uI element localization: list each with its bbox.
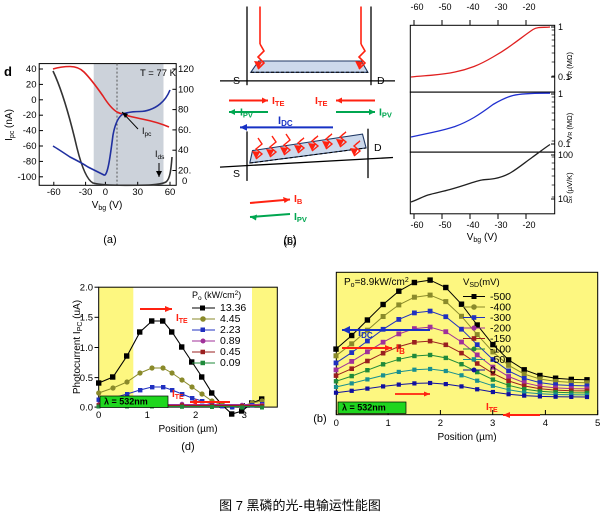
svg-text:Po (kW/cm2): Po (kW/cm2): [192, 290, 241, 302]
svg-text:2: 2: [438, 418, 443, 429]
svg-text:ITE: ITE: [272, 95, 285, 108]
svg-text:-60: -60: [410, 220, 423, 230]
svg-text:100: 100: [178, 84, 194, 95]
svg-text:0.09: 0.09: [220, 357, 241, 369]
svg-text:1: 1: [145, 410, 150, 421]
svg-text:2: 2: [193, 410, 198, 421]
svg-text:1: 1: [558, 22, 563, 32]
svg-text:ITE: ITE: [172, 389, 184, 401]
svg-text:Ipc (nA): Ipc (nA): [4, 109, 16, 141]
svg-text:80: 80: [178, 105, 189, 116]
svg-text:Vbg (V): Vbg (V): [467, 232, 498, 244]
svg-text:120: 120: [178, 64, 194, 75]
svg-text:-20: -20: [522, 2, 535, 12]
svg-text:Position (µm): Position (µm): [437, 432, 496, 443]
svg-text:0: 0: [182, 176, 187, 187]
svg-text:0: 0: [31, 95, 36, 106]
svg-text:-30: -30: [494, 2, 507, 12]
svg-text:Position (µm): Position (µm): [158, 424, 217, 435]
svg-text:-80: -80: [23, 156, 37, 167]
svg-text:20.: 20.: [178, 166, 191, 177]
svg-text:0: 0: [103, 187, 108, 198]
svg-text:IPV: IPV: [379, 107, 392, 120]
svg-text:1: 1: [558, 89, 563, 99]
svg-text:0: 0: [334, 418, 339, 429]
svg-text:VSD(mV): VSD(mV): [463, 277, 500, 289]
svg-text:-50: -50: [438, 220, 451, 230]
svg-text:2.0: 2.0: [80, 283, 93, 294]
svg-text:5: 5: [595, 418, 600, 429]
svg-text:40: 40: [178, 145, 189, 156]
svg-text:-30: -30: [79, 187, 93, 198]
svg-text:-60: -60: [47, 187, 61, 198]
svg-text:-40: -40: [466, 220, 479, 230]
svg-text:4: 4: [543, 418, 548, 429]
svg-text:Po=8.9kW/cm2: Po=8.9kW/cm2: [344, 277, 409, 289]
svg-text:IPV: IPV: [294, 211, 307, 224]
svg-text:d: d: [4, 64, 12, 79]
svg-text:Photocurrent IPC (uA): Photocurrent IPC (uA): [72, 300, 84, 394]
svg-text:0.0: 0.0: [80, 402, 93, 413]
svg-text:-20: -20: [23, 110, 37, 121]
svg-text:-40: -40: [23, 126, 37, 137]
svg-text:20: 20: [26, 79, 37, 90]
svg-text:3: 3: [490, 418, 495, 429]
svg-text:-60: -60: [23, 141, 37, 152]
svg-text:S: S: [233, 168, 240, 180]
svg-text:IPV: IPV: [240, 107, 253, 120]
svg-text:-100: -100: [17, 172, 36, 183]
svg-text:100: 100: [558, 150, 573, 160]
svg-text:Vbg (V): Vbg (V): [92, 200, 123, 212]
svg-text:40: 40: [26, 64, 37, 75]
svg-text:T = 77 K: T = 77 K: [140, 68, 177, 79]
svg-text:ITE: ITE: [176, 313, 188, 325]
svg-text:-50: -50: [438, 2, 451, 12]
svg-text:60.: 60.: [178, 125, 191, 136]
svg-text:-30: -30: [494, 220, 507, 230]
svg-text:D: D: [374, 142, 382, 154]
svg-text:30: 30: [132, 187, 143, 198]
svg-text:D: D: [377, 75, 385, 87]
svg-text:-20: -20: [522, 220, 535, 230]
svg-text:VR (MΩ): VR (MΩ): [565, 52, 574, 80]
svg-text:IDC: IDC: [278, 115, 293, 128]
svg-text:-VR (MΩ): -VR (MΩ): [565, 112, 574, 143]
svg-text:1: 1: [385, 418, 390, 429]
svg-text:0: 0: [490, 365, 496, 377]
svg-text:ITE: ITE: [315, 95, 328, 108]
svg-text:S: S: [233, 75, 240, 87]
svg-text:(d): (d): [181, 441, 194, 453]
svg-text:λ = 532nm: λ = 532nm: [342, 403, 386, 413]
svg-text:60: 60: [165, 187, 176, 198]
svg-text:IB: IB: [294, 193, 303, 206]
svg-text:-60: -60: [410, 2, 423, 12]
svg-text:λ = 532nm: λ = 532nm: [104, 397, 148, 407]
svg-text:-40: -40: [466, 2, 479, 12]
svg-text:(b): (b): [313, 413, 326, 425]
svg-text:Sx (µV/K): Sx (µV/K): [565, 172, 574, 204]
svg-text:0: 0: [96, 410, 101, 421]
